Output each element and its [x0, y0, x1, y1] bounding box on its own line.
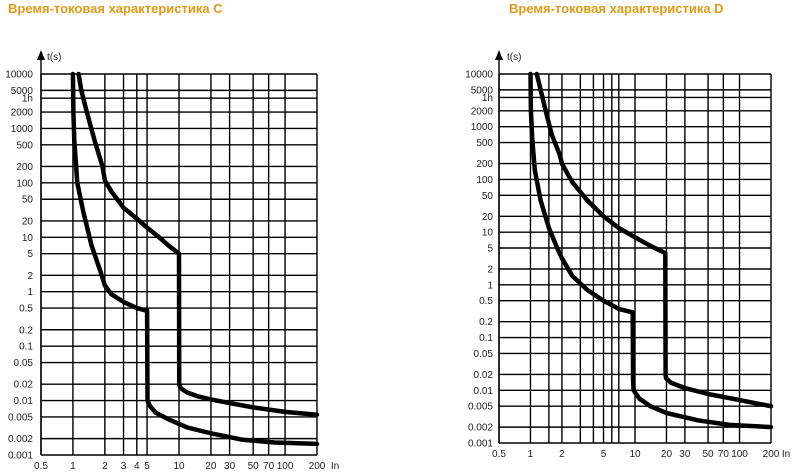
y-tick-label: 0.01 [474, 386, 494, 397]
y-axis-arrow [37, 50, 45, 60]
y-tick-label: 5000 [471, 85, 494, 96]
x-tick-label: 4 [134, 461, 140, 472]
y-tick-label: 1 [27, 287, 33, 298]
x-axis-label: In [331, 461, 339, 472]
y-tick-label: 0.05 [14, 358, 34, 369]
y-tick-label: 0.002 [468, 423, 493, 434]
y-tick-label: 0.5 [19, 304, 33, 315]
x-tick-label: 10 [629, 449, 641, 460]
y-tick-label: 10 [482, 228, 494, 239]
x-axis-label: In [782, 449, 790, 460]
series-curve-upper [76, 71, 320, 417]
y-tick-label: 2000 [471, 106, 494, 117]
y-tick-label: 500 [16, 140, 33, 151]
x-tick-label: 3 [121, 461, 127, 472]
y-axis-label: t(s) [507, 52, 521, 63]
y-tick-label: 100 [476, 175, 493, 186]
x-tick-label: 50 [248, 461, 260, 472]
y-tick-label: 5 [487, 244, 493, 255]
series-curve-lower [70, 71, 320, 447]
x-tick-label: 200 [309, 461, 326, 472]
x-tick-label: 5 [601, 449, 607, 460]
y-tick-label: 0.5 [479, 296, 493, 307]
y-tick-label: 500 [476, 138, 493, 149]
y-tick-label: 10000 [465, 70, 493, 81]
x-tick-label: 0.5 [492, 449, 506, 460]
y-tick-label: 0.001 [8, 451, 33, 462]
y-tick-label: 50 [482, 191, 494, 202]
x-tick-label: 30 [224, 461, 236, 472]
chart-title-d: Время-токовая характеристика D [509, 1, 724, 16]
y-tick-label: 2 [487, 264, 493, 275]
y-tick-label: 0.05 [474, 349, 494, 360]
x-tick-label: 0.5 [34, 461, 48, 472]
y-tick-label: 1h [482, 93, 493, 104]
chart-title-c: Время-токовая характеристика C [8, 1, 223, 16]
x-tick-label: 5 [144, 461, 150, 472]
y-tick-label: 5 [27, 249, 33, 260]
x-tick-label: 20 [661, 449, 673, 460]
y-tick-label: 5000 [11, 86, 34, 97]
x-tick-label: 70 [718, 449, 730, 460]
x-tick-label: 1 [528, 449, 534, 460]
y-axis-label: t(s) [47, 52, 61, 63]
series-curve-lower [528, 71, 774, 430]
y-tick-label: 1h [22, 94, 33, 105]
x-tick-label: 1 [70, 461, 76, 472]
y-tick-label: 0.001 [468, 439, 493, 450]
x-tick-label: 200 [763, 449, 780, 460]
y-tick-label: 20 [482, 212, 494, 223]
y-tick-label: 0.002 [8, 434, 33, 445]
x-tick-label: 100 [277, 461, 294, 472]
y-tick-label: 50 [22, 195, 34, 206]
x-tick-label: 2 [102, 461, 108, 472]
x-tick-label: 70 [263, 461, 275, 472]
x-tick-label: 10 [173, 461, 185, 472]
y-axis-arrow [495, 50, 503, 60]
x-tick-label: 30 [679, 449, 691, 460]
y-tick-label: 0.005 [468, 402, 493, 413]
y-tick-label: 0.2 [19, 325, 33, 336]
y-tick-label: 10000 [5, 70, 33, 81]
y-tick-label: 0.01 [14, 396, 34, 407]
series-curve-upper [534, 71, 774, 409]
y-tick-label: 0.1 [19, 342, 33, 353]
y-tick-label: 0.2 [479, 317, 493, 328]
x-tick-label: 50 [703, 449, 715, 460]
y-tick-label: 100 [16, 178, 33, 189]
y-tick-label: 200 [16, 162, 33, 173]
x-tick-label: 2 [559, 449, 565, 460]
grid [40, 73, 318, 456]
y-tick-label: 1 [487, 280, 493, 291]
y-tick-label: 1000 [471, 122, 494, 133]
y-tick-label: 200 [476, 159, 493, 170]
y-tick-label: 0.02 [14, 380, 34, 391]
y-tick-label: 10 [22, 233, 34, 244]
y-tick-label: 0.02 [474, 370, 494, 381]
y-tick-label: 0.1 [479, 333, 493, 344]
y-tick-label: 0.005 [8, 412, 33, 423]
y-tick-label: 1000 [11, 124, 34, 135]
y-tick-label: 20 [22, 216, 34, 227]
x-tick-label: 20 [205, 461, 217, 472]
y-tick-label: 2000 [11, 108, 34, 119]
x-tick-label: 100 [731, 449, 748, 460]
y-tick-label: 2 [27, 271, 33, 282]
